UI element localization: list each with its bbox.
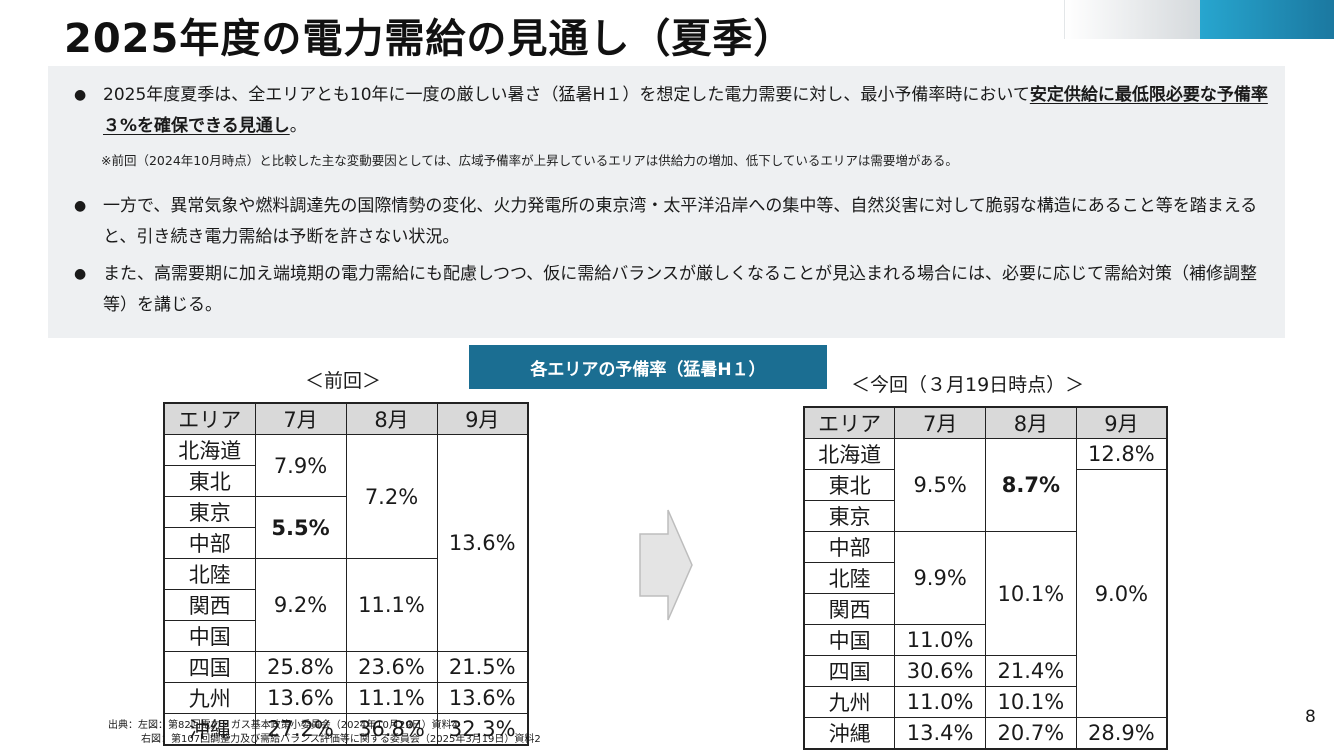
right-arrow-icon bbox=[639, 509, 693, 621]
header-decoration-grey bbox=[1064, 0, 1201, 39]
current-heading: ＜今回（３月19日時点）＞ bbox=[851, 374, 1085, 396]
area-cell: 九州 bbox=[803, 686, 896, 718]
value-cell: 28.9% bbox=[1075, 717, 1168, 750]
value-cell: 20.7% bbox=[985, 717, 1077, 750]
value-cell: 13.6% bbox=[436, 434, 529, 652]
value-cell: 23.6% bbox=[345, 651, 438, 683]
area-cell: 東北 bbox=[163, 465, 256, 497]
value-cell: 9.0% bbox=[1075, 469, 1168, 718]
header-area: エリア bbox=[803, 406, 896, 439]
value-cell: 32.3% bbox=[436, 713, 529, 746]
value-cell: 10.1% bbox=[985, 686, 1077, 718]
bullet-text: 一方で、異常気象や燃料調達先の国際情勢の変化、火力発電所の東京湾・太平洋沿岸への… bbox=[103, 196, 1258, 247]
value-cell-min: 5.5% bbox=[254, 496, 347, 559]
value-cell: 11.0% bbox=[894, 624, 986, 656]
area-cell: 四国 bbox=[803, 655, 896, 687]
value-cell: 25.8% bbox=[254, 651, 347, 683]
header-july: 7月 bbox=[254, 402, 347, 435]
area-cell: 中国 bbox=[803, 624, 896, 656]
previous-heading: ＜前回＞ bbox=[305, 370, 382, 392]
value-cell: 12.8% bbox=[1075, 438, 1168, 470]
bullet-dot: ● bbox=[74, 198, 87, 214]
value-cell-min: 8.7% bbox=[985, 438, 1077, 532]
area-cell: 中部 bbox=[803, 531, 896, 563]
bullet-dot: ● bbox=[74, 87, 87, 103]
area-cell: 中部 bbox=[163, 527, 256, 559]
reserve-margin-label: 各エリアの予備率（猛暑H１） bbox=[469, 345, 827, 389]
page-title: 2025年度の電力需給の見通し（夏季） bbox=[64, 16, 795, 62]
area-cell: 北陸 bbox=[163, 558, 256, 590]
summary-panel: ● 2025年度夏季は、全エリアとも10年に一度の厳しい暑さ（猛暑H１）を想定し… bbox=[48, 66, 1285, 338]
footnote: ※前回（2024年10月時点）と比較した主な変動要因としては、広域予備率が上昇し… bbox=[101, 153, 958, 168]
header-august: 8月 bbox=[985, 406, 1077, 439]
value-cell: 11.1% bbox=[345, 682, 438, 714]
value-cell: 9.5% bbox=[894, 438, 986, 532]
value-cell: 27.2% bbox=[254, 713, 347, 746]
header-july: 7月 bbox=[894, 406, 986, 439]
bullet-text: また、高需要期に加え端境期の電力需給にも配慮しつつ、仮に需給バランスが厳しくなる… bbox=[103, 264, 1257, 315]
area-cell: 四国 bbox=[163, 651, 256, 683]
area-cell: 中国 bbox=[163, 620, 256, 652]
area-cell: 北海道 bbox=[163, 434, 256, 466]
previous-reserve-table: エリア 7月 8月 9月 北海道 7.9% 7.2% 13.6% 東北 東京 5… bbox=[163, 402, 529, 746]
header-september: 9月 bbox=[436, 402, 529, 435]
value-cell: 30.6% bbox=[894, 655, 986, 687]
area-cell: 沖縄 bbox=[803, 717, 896, 750]
value-cell: 21.5% bbox=[436, 651, 529, 683]
header-september: 9月 bbox=[1075, 406, 1168, 439]
header-area: エリア bbox=[163, 402, 256, 435]
header-decoration-blue bbox=[1200, 0, 1334, 39]
area-cell: 九州 bbox=[163, 682, 256, 714]
value-cell: 11.1% bbox=[345, 558, 438, 652]
value-cell: 9.9% bbox=[894, 531, 986, 625]
area-cell: 関西 bbox=[803, 593, 896, 625]
emphasis-text: 安定供給に最低限必要な予備率３%を確保できる見通し bbox=[103, 85, 1268, 136]
area-cell: 東北 bbox=[803, 469, 896, 501]
bullet-dot: ● bbox=[74, 266, 87, 282]
page-number: 8 bbox=[1305, 707, 1316, 727]
bullet-text: 2025年度夏季は、全エリアとも10年に一度の厳しい暑さ（猛暑H１）を想定した電… bbox=[103, 85, 1268, 136]
current-reserve-table: エリア 7月 8月 9月 北海道 9.5% 8.7% 12.8% 東北 9.0%… bbox=[803, 406, 1168, 750]
value-cell: 9.2% bbox=[254, 558, 347, 652]
value-cell: 7.9% bbox=[254, 434, 347, 497]
area-cell: 北陸 bbox=[803, 562, 896, 594]
value-cell: 13.6% bbox=[254, 682, 347, 714]
header-august: 8月 bbox=[345, 402, 438, 435]
source-citation: 出典：左図：第82回電力・ガス基本政策小委員会（2024年10月29日）資料4 … bbox=[108, 720, 541, 745]
value-cell: 13.6% bbox=[436, 682, 529, 714]
value-cell: 7.2% bbox=[345, 434, 438, 559]
value-cell: 13.4% bbox=[894, 717, 986, 750]
area-cell: 東京 bbox=[803, 500, 896, 532]
value-cell: 11.0% bbox=[894, 686, 986, 718]
value-cell: 10.1% bbox=[985, 531, 1077, 656]
area-cell: 東京 bbox=[163, 496, 256, 528]
area-cell: 沖縄 bbox=[163, 713, 256, 746]
value-cell: 36.8% bbox=[345, 713, 438, 746]
area-cell: 北海道 bbox=[803, 438, 896, 470]
value-cell: 21.4% bbox=[985, 655, 1077, 687]
area-cell: 関西 bbox=[163, 589, 256, 621]
